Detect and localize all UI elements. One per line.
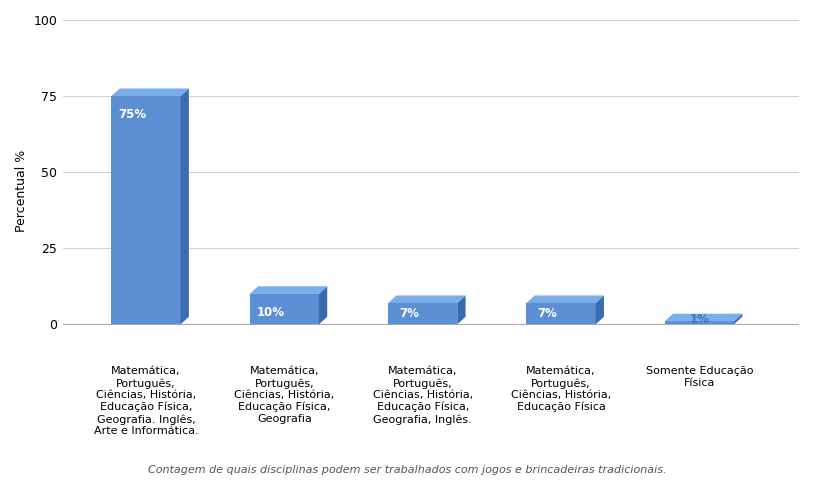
Polygon shape (250, 294, 319, 324)
Polygon shape (319, 286, 327, 324)
Y-axis label: Percentual %: Percentual % (15, 149, 28, 231)
Polygon shape (457, 295, 466, 324)
Polygon shape (181, 88, 189, 324)
Text: 1%: 1% (689, 313, 709, 326)
Polygon shape (527, 295, 604, 303)
Polygon shape (250, 286, 327, 294)
Polygon shape (665, 321, 734, 324)
Text: 10%: 10% (256, 306, 285, 319)
Text: 7%: 7% (537, 307, 557, 320)
Polygon shape (388, 303, 457, 324)
Polygon shape (527, 303, 596, 324)
Polygon shape (596, 295, 604, 324)
Text: Contagem de quais disciplinas podem ser trabalhados com jogos e brincadeiras tra: Contagem de quais disciplinas podem ser … (148, 465, 666, 475)
Polygon shape (665, 313, 742, 321)
Polygon shape (388, 295, 466, 303)
Polygon shape (112, 88, 189, 96)
Text: 75%: 75% (118, 108, 147, 121)
Text: 7%: 7% (399, 307, 418, 320)
Polygon shape (112, 96, 181, 324)
Polygon shape (734, 313, 742, 324)
